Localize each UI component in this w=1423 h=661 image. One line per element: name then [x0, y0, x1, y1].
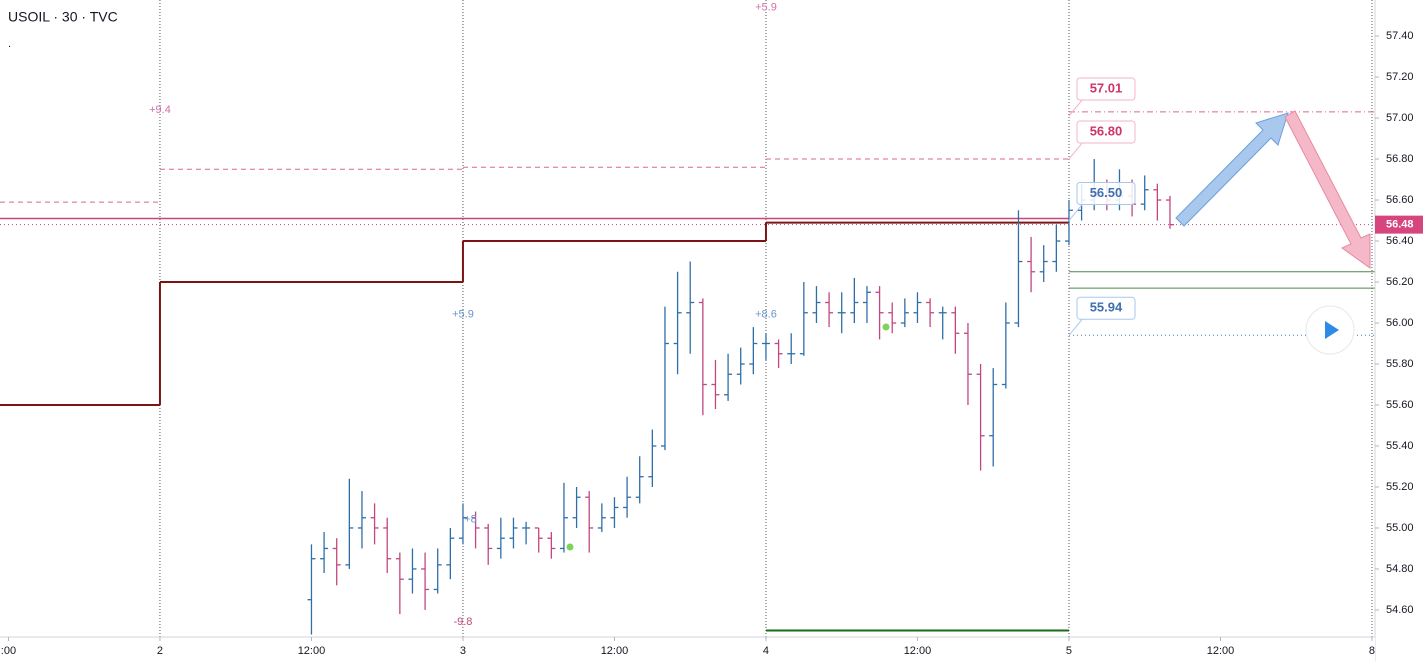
y-tick-label: 55.40: [1386, 440, 1414, 452]
callout-box: [1076, 77, 1136, 101]
annotation: +8: [464, 514, 477, 526]
callout-box: [1076, 296, 1136, 320]
x-tick-label: 12:00: [298, 645, 326, 657]
y-tick-label: 54.60: [1386, 604, 1414, 616]
x-tick-label: :00: [1, 645, 16, 657]
x-tick-label: 3: [460, 645, 466, 657]
y-tick-label: 55.00: [1386, 522, 1414, 534]
y-tick-label: 55.80: [1386, 358, 1414, 370]
y-tick-label: 56.20: [1386, 276, 1414, 288]
y-tick-label: 54.80: [1386, 563, 1414, 575]
annotation: +9.4: [149, 104, 171, 116]
signal-dot: [882, 323, 890, 331]
x-tick-label: 5: [1066, 645, 1072, 657]
time-axis: [0, 637, 1375, 661]
annotation: +5.9: [452, 309, 474, 321]
annotation: +8.6: [755, 309, 777, 321]
chart-title: USOIL · 30 · TVC: [8, 9, 118, 25]
y-tick-label: 55.60: [1386, 399, 1414, 411]
annotation: +5.9: [755, 1, 777, 13]
callout-pointer: [1068, 98, 1084, 117]
callout-label: 56.50: [1090, 185, 1123, 200]
x-tick-label: 12:00: [904, 645, 932, 657]
chart-subtitle: .: [8, 38, 11, 50]
y-tick-label: 57.20: [1386, 71, 1414, 83]
signal-dot: [566, 543, 574, 551]
x-tick-label: 12:00: [1207, 645, 1235, 657]
callout-box: [1076, 120, 1136, 144]
callout-label: 56.80: [1090, 123, 1123, 138]
y-tick-label: 56.00: [1386, 317, 1414, 329]
y-tick-label: 57.00: [1386, 112, 1414, 124]
y-tick-label: 55.20: [1386, 481, 1414, 493]
last-price-tag: [1375, 215, 1423, 234]
callout-label: 57.01: [1090, 80, 1123, 95]
callout-box: [1076, 182, 1136, 206]
price-axis: [1375, 0, 1423, 661]
y-tick-label: 56.60: [1386, 194, 1414, 206]
callout-pointer: [1068, 141, 1084, 160]
y-tick-label: 57.40: [1386, 30, 1414, 42]
last-price-label: 56.48: [1386, 219, 1414, 231]
x-tick-label: 8: [1369, 645, 1375, 657]
x-tick-label: 12:00: [601, 645, 629, 657]
down-arrow-drawing: [1284, 110, 1371, 269]
annotation: -9.8: [453, 616, 472, 628]
callout-pointer: [1068, 203, 1084, 221]
x-tick-label: 4: [763, 645, 769, 657]
y-tick-label: 56.80: [1386, 153, 1414, 165]
y-tick-label: 56.40: [1386, 235, 1414, 247]
x-tick-label: 2: [157, 645, 163, 657]
callout-label: 55.94: [1090, 300, 1123, 315]
play-icon: [1325, 321, 1339, 339]
callout-pointer: [1068, 317, 1084, 336]
up-arrow-drawing: [1175, 112, 1289, 227]
